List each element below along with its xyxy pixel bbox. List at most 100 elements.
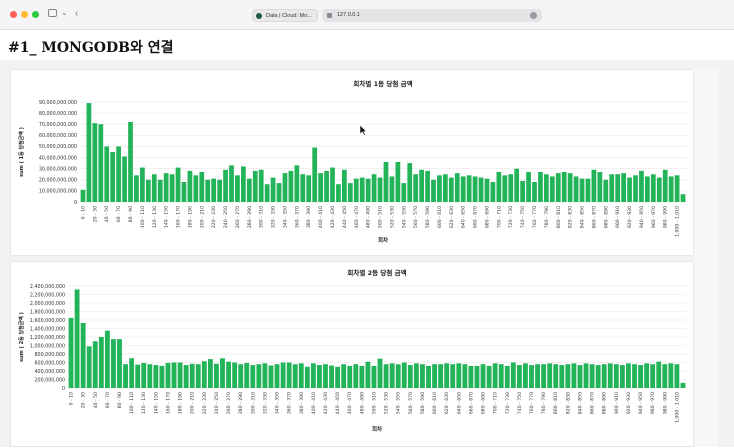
x-axis-label: 회차 <box>372 425 383 433</box>
x-tick-label: 620 - 630 <box>444 392 450 414</box>
y-tick-label: 400,000,000 <box>34 369 65 375</box>
bar <box>86 103 92 202</box>
bar <box>498 364 504 388</box>
bar <box>211 178 217 202</box>
bar <box>217 179 222 202</box>
x-tick-label: 760 - 770 <box>529 392 535 414</box>
x-tick-label: 420 - 430 <box>330 206 336 228</box>
x-tick-label: 360 - 370 <box>287 392 293 414</box>
maximize-window-button[interactable] <box>32 11 39 18</box>
page-title: #1_ MONGODB와 연결 <box>8 40 174 56</box>
bar <box>122 156 127 202</box>
bar <box>175 167 181 202</box>
bar <box>317 365 322 388</box>
x-tick-label: 800 - 810 <box>556 206 562 228</box>
bar <box>276 183 282 202</box>
bar <box>163 173 169 202</box>
x-tick-label: 600 - 610 <box>437 206 443 228</box>
x-tick-label: 300 - 310 <box>259 206 265 228</box>
bar <box>189 363 195 388</box>
bar <box>86 346 92 388</box>
back-arrow-icon[interactable]: ‹ <box>75 8 79 19</box>
x-tick-label: 660 - 670 <box>473 206 479 228</box>
browser-tab[interactable]: Data | Cloud: Mo... <box>252 9 318 22</box>
bar <box>341 364 347 388</box>
bar <box>413 174 419 202</box>
bar <box>252 170 258 202</box>
bar <box>262 363 268 388</box>
bar <box>395 162 401 202</box>
x-tick-label: 1,000 - 1,010 <box>675 206 681 237</box>
bar <box>268 365 274 388</box>
x-tick-label: 560 - 570 <box>413 206 419 228</box>
bar <box>645 176 650 202</box>
bar <box>450 364 456 388</box>
bar <box>650 174 656 202</box>
chart-title: 회차별 2등 당첨 금액 <box>347 268 406 277</box>
bar <box>444 363 450 388</box>
bar <box>413 363 419 388</box>
bar <box>282 173 288 202</box>
clear-url-icon[interactable] <box>530 12 537 19</box>
bar <box>407 163 413 202</box>
x-tick-label: 640 - 650 <box>456 392 462 414</box>
x-tick-label: 880 - 890 <box>603 206 609 228</box>
bar <box>98 124 104 202</box>
bar <box>401 362 407 388</box>
x-tick-label: 860 - 870 <box>591 206 597 228</box>
bar <box>377 358 383 388</box>
close-window-button[interactable] <box>10 11 17 18</box>
x-tick-label: 940 - 950 <box>639 206 645 228</box>
chart-card-second-prize: 회차별 2등 당첨 금액 0 200,000,000 400,000,000 600,0… <box>10 261 694 447</box>
bar <box>656 177 662 202</box>
y-tick-label: 40,000,000,000 <box>39 155 77 161</box>
bar <box>456 363 462 388</box>
x-tick-label: 40 - 50 <box>104 206 110 222</box>
x-tick-label: 860 - 870 <box>590 392 596 414</box>
x-tick-label: 380 - 390 <box>306 206 312 228</box>
bar <box>474 365 480 388</box>
x-tick-label: 780 - 790 <box>541 392 547 414</box>
bar <box>419 169 424 202</box>
bar <box>650 364 656 388</box>
bar <box>141 362 147 388</box>
y-tick-label: 70,000,000,000 <box>39 122 77 128</box>
bar <box>80 189 86 202</box>
bar <box>238 364 244 388</box>
bar <box>490 182 496 202</box>
bar <box>298 363 304 388</box>
bar <box>347 183 353 202</box>
bar <box>468 365 474 388</box>
bar <box>454 173 460 202</box>
bar <box>585 178 591 202</box>
bar <box>244 362 250 388</box>
x-tick-label: 480 - 490 <box>359 392 365 414</box>
bar <box>229 165 234 202</box>
bar <box>401 183 407 202</box>
x-tick-label: 580 - 590 <box>420 392 426 414</box>
minimize-window-button[interactable] <box>21 11 28 18</box>
bar <box>437 175 442 202</box>
x-tick-label: 520 - 530 <box>384 392 390 414</box>
bar <box>680 382 686 388</box>
bar <box>579 178 585 202</box>
bar <box>383 162 389 202</box>
x-tick-label: 380 - 390 <box>299 392 305 414</box>
bar <box>523 363 528 388</box>
x-tick-label: 500 - 510 <box>371 392 377 414</box>
chevron-down-icon[interactable]: ⌄ <box>61 8 68 17</box>
x-tick-label: 640 - 650 <box>461 206 467 228</box>
x-tick-label: 240 - 250 <box>223 206 229 228</box>
bar <box>110 152 116 202</box>
bar <box>226 361 231 388</box>
address-bar[interactable]: 127.0.0.1 <box>322 9 542 22</box>
scrollbar[interactable] <box>694 68 718 447</box>
y-tick-label: 20,000,000,000 <box>39 178 77 184</box>
bar <box>359 365 365 388</box>
x-tick-label: 680 - 690 <box>484 206 490 228</box>
x-tick-label: 140 - 150 <box>164 206 170 228</box>
sidebar-toggle-icon[interactable] <box>48 9 57 17</box>
x-tick-label: 400 - 410 <box>311 392 317 414</box>
bar <box>389 363 395 388</box>
x-tick-label: 300 - 310 <box>250 392 256 414</box>
